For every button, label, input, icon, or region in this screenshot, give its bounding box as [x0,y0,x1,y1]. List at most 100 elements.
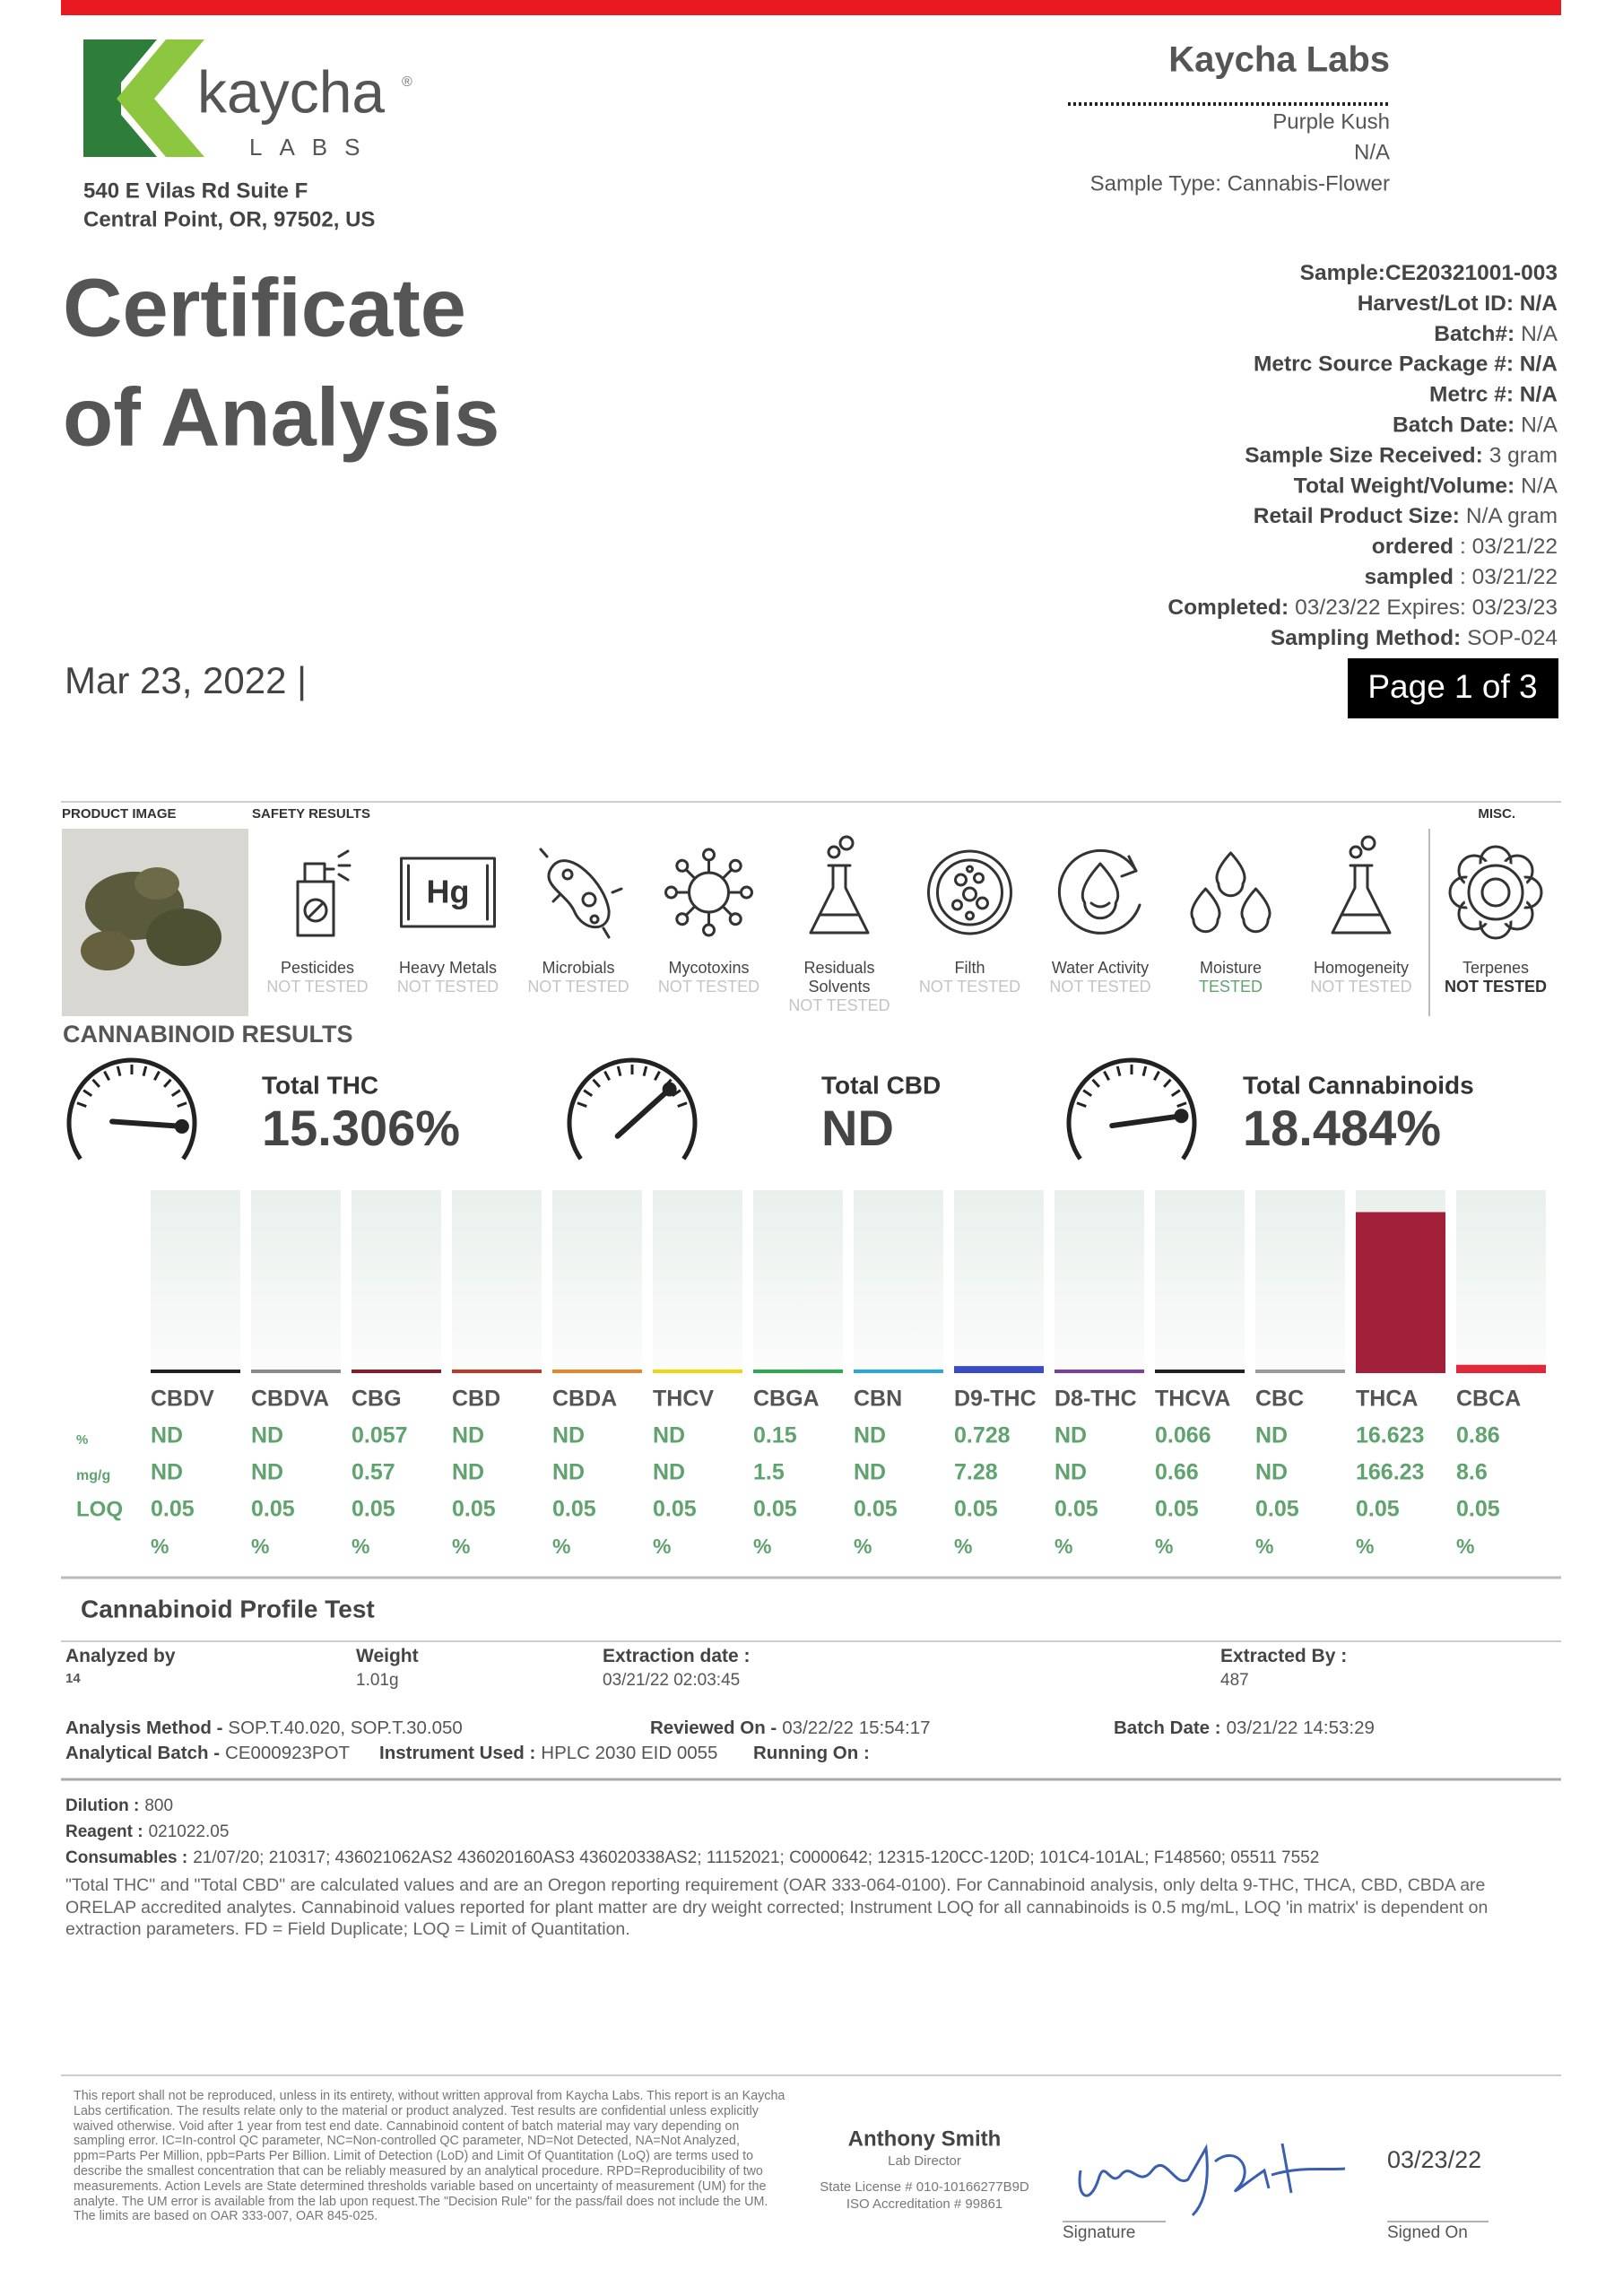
sample-info-value: : 03/21/22 [1460,565,1558,589]
gauge-needle [614,1086,673,1139]
test-status: NOT TESTED [919,978,1020,996]
disclaimer: This report shall not be reproduced, unl… [74,2089,785,2224]
sample-info-line: Retail Product Size: N/A gram [1254,505,1558,529]
gauge-tick [1082,1089,1093,1098]
row-label: LOQ [76,1497,123,1521]
reagent-label: Reagent : [65,1822,143,1841]
lab-name: Kaycha Labs [1168,40,1390,80]
cannabinoid-name: D8-THC [1055,1387,1137,1412]
row-label: % [76,1432,88,1448]
detail-label: Analytical Batch - [65,1743,221,1763]
bar [954,1366,1044,1373]
column-background [251,1190,341,1373]
loq-value: 0.05 [753,1497,797,1522]
section-title: Cannabinoid Profile Test [81,1595,375,1622]
percent-value: 0.86 [1456,1423,1500,1448]
address-line: Central Point, OR, 97502, US [83,207,375,231]
detail-value: CE000923POT [225,1743,351,1763]
note: "Total THC" and "Total CBD" are calculat… [65,1875,1488,1939]
logo-sub: LABS [249,134,378,161]
sample-info-line: Batch#: N/A [1434,322,1558,346]
icon-stroke [1349,845,1363,859]
section-label: MISC. [1478,806,1515,822]
detail-value: 03/22/22 15:54:17 [782,1718,931,1738]
percent-value: 0.066 [1155,1423,1211,1448]
loq-value: 0.05 [954,1497,998,1522]
field-value: 1.01g [356,1671,399,1690]
reagent: Consumables : 21/07/20; 210317; 436021062… [65,1848,1319,1868]
icon-stroke [561,868,574,881]
icon-stroke [303,898,328,923]
gauge-tick [116,1065,122,1076]
loq-unit: % [1356,1535,1374,1558]
logo-shape [121,115,157,157]
sample-info-line: ordered: 03/21/22 [1372,535,1558,560]
sample-info-line: Batch Date: N/A [1393,413,1558,438]
gauge-arc [66,1057,197,1161]
sample-info-value: N/A [1521,322,1558,346]
sample-info-line: Sample Size Received: 3 gram [1245,444,1558,468]
sample-info-value: 03/23/22 Expires: 03/23/23 [1295,596,1558,620]
gauge-arc [567,1057,698,1161]
gauge-tick [1076,1101,1087,1108]
column-background [452,1190,542,1373]
sample-info-label: Harvest/Lot ID: N/A [1358,291,1558,316]
sample-info-line: Metrc Source Package #: N/A [1254,352,1558,377]
report-date: Mar 23, 2022 | [65,659,307,701]
icon-stroke [1120,855,1138,878]
cannabinoid-name: CBG [352,1387,402,1412]
icon-stroke [927,849,1012,935]
logo-shape [117,39,204,157]
icon-stroke [702,848,716,862]
detail: Reviewed On -03/22/22 15:54:17 [650,1718,931,1739]
bar [753,1371,843,1373]
gauge [567,1057,698,1161]
doc-title: of Analysis [63,371,499,463]
gauge-tick [1176,1101,1187,1108]
loq-value: 0.05 [251,1497,295,1522]
mg-value: ND [854,1460,886,1485]
cannabinoid-name: CBD [452,1387,500,1412]
loq-unit: % [151,1535,169,1558]
gauge-tick [654,1070,661,1082]
column-baseline [1055,1370,1144,1373]
gauge-tick [1141,1065,1148,1076]
percent-value: ND [1055,1423,1087,1448]
cannabinoid-name: CBDV [151,1387,214,1412]
gauge-tick [616,1065,622,1076]
icon-stroke [721,868,733,880]
column-baseline [753,1370,843,1373]
reagent: Dilution :800 [65,1796,173,1816]
section-title: CANNABINOID RESULTS [63,1021,353,1048]
cannabinoid-name: THCV [653,1387,714,1412]
sample-info-label: Completed: [1167,596,1289,620]
gauge-tick [642,1065,648,1076]
mg-value: 1.5 [753,1460,785,1485]
bar [1155,1372,1245,1373]
percent-value: 16.623 [1356,1423,1424,1448]
icon-stroke [809,864,870,935]
row-label: mg/g [76,1468,110,1483]
total-value: 15.306% [262,1100,460,1156]
column-baseline [854,1370,943,1373]
gauge-tick [1153,1070,1160,1082]
loq-unit: % [1155,1535,1173,1558]
loq-unit: % [653,1535,671,1558]
icon-stroke [1331,864,1392,935]
gauge-hub [662,1082,677,1097]
sample-info-line: Sampling Method: SOP-024 [1271,626,1558,650]
logo-shape [83,39,121,157]
icon-stroke [936,858,1003,926]
field-value: 487 [1220,1671,1249,1690]
column-baseline [352,1370,441,1373]
gauge-tick [91,1078,100,1088]
gauge-tick [592,1078,601,1088]
gauge-tick [1103,1070,1110,1082]
sample-info-value: N/A [1521,413,1558,438]
icon-stroke [966,865,974,874]
detail-value: HPLC 2030 EID 0055 [541,1743,718,1763]
